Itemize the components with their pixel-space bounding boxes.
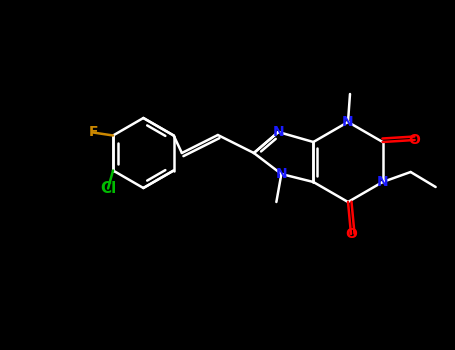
Text: N: N — [377, 175, 389, 189]
Text: O: O — [345, 227, 357, 241]
Text: N: N — [342, 115, 354, 129]
Text: F: F — [88, 126, 98, 140]
Text: N: N — [273, 125, 284, 139]
Text: O: O — [409, 133, 420, 147]
Text: N: N — [276, 167, 287, 181]
Text: Cl: Cl — [100, 181, 116, 196]
